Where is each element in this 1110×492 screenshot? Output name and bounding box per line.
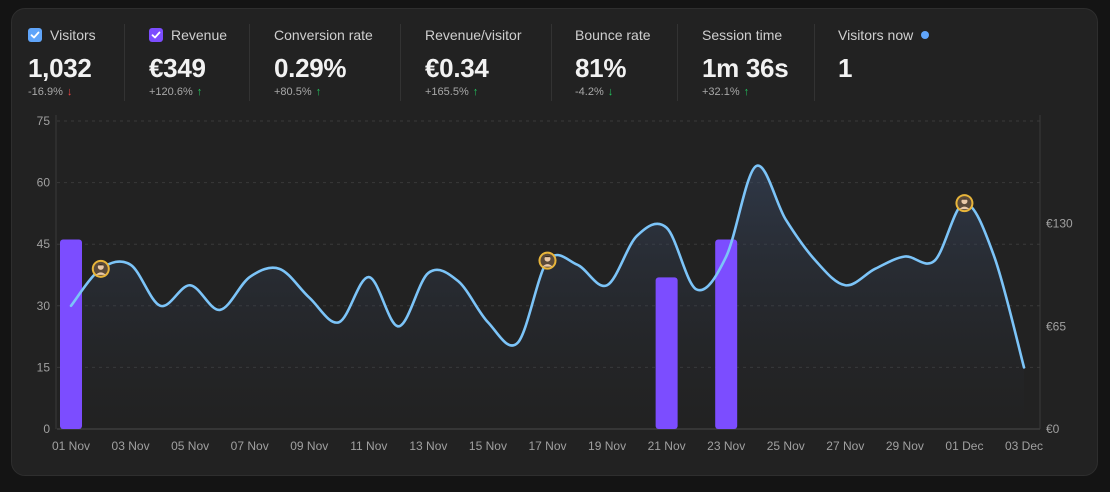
trend-up-icon: ↑ [315,86,322,98]
metric-change: -16.9% [28,86,63,98]
x-tick-label: 15 Nov [469,439,507,453]
y2-tick-label: €65 [1046,319,1066,333]
x-tick-label: 01 Dec [945,439,983,453]
metric-conversion-rate[interactable]: Conversion rate 0.29% +80.5% ↑ [274,9,400,101]
metric-divider [400,24,401,101]
avatar-icon [91,259,110,278]
visitors-checkbox-icon[interactable] [28,28,42,42]
y-tick-label: 60 [37,176,51,190]
y-tick-label: 30 [37,299,51,313]
y2-tick-label: €130 [1046,217,1073,231]
metric-divider [814,24,815,101]
trend-down-icon: ↓ [607,86,614,98]
revenue-bar [655,277,678,429]
x-tick-label: 21 Nov [648,439,686,453]
metric-visitors-now[interactable]: Visitors now 1 [838,9,958,101]
revenue-bar [715,239,738,429]
avatar-icon [955,194,974,213]
x-tick-label: 07 Nov [231,439,269,453]
x-tick-label: 27 Nov [826,439,864,453]
live-dot-icon [921,31,930,39]
analytics-card: Visitors 1,032 -16.9% ↓ Revenue €349 +12… [11,8,1098,476]
y2-tick-label: €0 [1046,422,1060,436]
metric-revenue-per-visitor[interactable]: Revenue/visitor €0.34 +165.5% ↑ [425,9,551,101]
metric-label: Revenue/visitor [425,27,522,43]
metric-label: Bounce rate [575,27,651,43]
metric-label: Visitors now [838,27,914,43]
visitors-revenue-chart: 0 15 30 45 60 75 €0 €65 €130 01 Nov 03 Nov 05 Nov 07… [37,114,1073,453]
metric-label: Session time [702,27,783,43]
metric-value: 1 [838,53,853,83]
metric-change: +120.6% [149,86,193,98]
revenue-bar [60,239,82,429]
x-tick-label: 19 Nov [588,439,626,453]
metrics-bar: Visitors 1,032 -16.9% ↓ Revenue €349 +12… [12,9,1097,109]
metric-visitors[interactable]: Visitors 1,032 -16.9% ↓ [28,9,124,101]
x-tick-label: 25 Nov [767,439,805,453]
metric-label: Visitors [50,27,96,43]
y-tick-label: 75 [37,114,51,128]
y-tick-label: 45 [37,237,51,251]
metric-change: +32.1% [702,86,740,98]
metric-session-time[interactable]: Session time 1m 36s +32.1% ↑ [702,9,814,101]
x-tick-label: 23 Nov [707,439,745,453]
x-tick-label: 09 Nov [290,439,328,453]
metric-value: 81% [575,53,627,83]
x-tick-label: 29 Nov [886,439,924,453]
metric-label: Conversion rate [274,27,373,43]
metric-change: +80.5% [274,86,312,98]
trend-up-icon: ↑ [743,86,750,98]
x-tick-label: 05 Nov [171,439,209,453]
x-tick-label: 03 Nov [112,439,150,453]
metric-value: 0.29% [274,53,347,83]
x-tick-label: 11 Nov [350,439,387,453]
trend-up-icon: ↑ [196,86,203,98]
x-tick-label: 01 Nov [52,439,90,453]
avatar-icon [538,251,557,270]
metric-value: 1m 36s [702,53,789,83]
x-tick-label: 17 Nov [528,439,566,453]
metric-change: +165.5% [425,86,469,98]
metric-revenue[interactable]: Revenue €349 +120.6% ↑ [149,9,249,101]
x-tick-label: 03 Dec [1005,439,1043,453]
metric-value: 1,032 [28,53,92,83]
y-tick-label: 0 [43,422,50,436]
trend-up-icon: ↑ [472,86,479,98]
trend-down-icon: ↓ [66,86,73,98]
metric-divider [551,24,552,101]
x-tick-label: 13 Nov [409,439,447,453]
metric-label: Revenue [171,27,228,43]
metric-bounce-rate[interactable]: Bounce rate 81% -4.2% ↓ [575,9,677,101]
metric-value: €349 [149,53,206,83]
y-tick-label: 15 [37,360,51,374]
metric-divider [249,24,250,101]
visitors-area [71,165,1024,429]
metric-change: -4.2% [575,86,604,98]
revenue-checkbox-icon[interactable] [149,28,163,42]
metric-value: €0.34 [425,53,489,83]
metric-divider [124,24,125,101]
metric-divider [677,24,678,101]
